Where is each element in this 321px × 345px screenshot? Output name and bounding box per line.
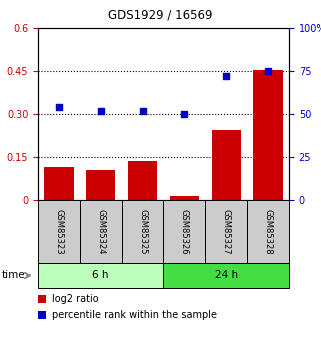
Bar — [38, 200, 80, 263]
Text: log2 ratio: log2 ratio — [52, 294, 99, 304]
Bar — [170, 196, 199, 200]
Text: GSM85325: GSM85325 — [138, 209, 147, 254]
Text: GDS1929 / 16569: GDS1929 / 16569 — [108, 8, 213, 21]
Bar — [128, 161, 157, 200]
Text: GSM85328: GSM85328 — [264, 209, 273, 254]
Point — [224, 73, 229, 79]
Bar — [212, 130, 241, 200]
Text: GSM85324: GSM85324 — [96, 209, 105, 254]
Bar — [122, 200, 163, 263]
Text: GSM85327: GSM85327 — [222, 209, 231, 254]
Bar — [205, 200, 247, 263]
Bar — [38, 295, 46, 303]
Bar — [163, 263, 289, 288]
Bar — [44, 167, 74, 200]
Point — [140, 108, 145, 113]
Text: time: time — [2, 270, 25, 280]
Text: GSM85326: GSM85326 — [180, 209, 189, 254]
Text: percentile rank within the sample: percentile rank within the sample — [52, 310, 217, 320]
Bar — [254, 70, 283, 200]
Point — [265, 68, 271, 74]
Bar — [38, 263, 163, 288]
Point — [182, 111, 187, 117]
Bar — [247, 200, 289, 263]
Text: 6 h: 6 h — [92, 270, 109, 280]
Point — [56, 104, 62, 110]
Bar — [38, 312, 46, 319]
Text: 24 h: 24 h — [215, 270, 238, 280]
Text: GSM85323: GSM85323 — [55, 209, 64, 254]
Point — [98, 108, 103, 113]
Bar — [86, 170, 115, 200]
Bar — [163, 200, 205, 263]
Bar — [80, 200, 122, 263]
